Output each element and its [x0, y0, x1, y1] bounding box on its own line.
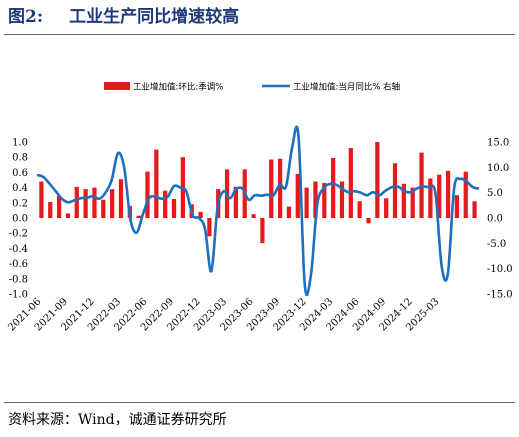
- y-left-tick-label: 0.8: [12, 153, 28, 164]
- bar: [313, 181, 318, 218]
- bar: [48, 202, 53, 218]
- y-right-tick-label: -15.0: [487, 290, 513, 301]
- bar: [207, 218, 212, 237]
- y-right-tick-label: 5.0: [487, 188, 503, 199]
- bar: [357, 201, 362, 218]
- y-left-tick-label: 0.4: [12, 183, 28, 194]
- bar: [331, 157, 336, 218]
- bar: [101, 199, 106, 218]
- bar: [304, 187, 309, 218]
- y-left-tick-label: -0.2: [9, 229, 28, 240]
- bar: [251, 214, 256, 218]
- bar: [56, 195, 62, 218]
- y-right-tick-label: 15.0: [487, 138, 509, 149]
- bar: [260, 218, 265, 244]
- y-left-tick-label: 0.2: [12, 198, 28, 209]
- y-left-tick-label: -1.0: [9, 290, 28, 301]
- y-left-tick-label: -0.4: [9, 244, 28, 255]
- legend-label-bar: 工业增加值:环比:季调%: [133, 82, 223, 93]
- y-right-tick-label: -5.0: [487, 239, 506, 250]
- bar: [154, 149, 159, 218]
- y-right-tick-label: 0.0: [487, 214, 503, 225]
- bar: [92, 187, 97, 218]
- bar: [39, 181, 44, 218]
- bar: [445, 170, 451, 218]
- bar: [136, 215, 141, 218]
- y-left-tick-label: 0.0: [12, 214, 28, 225]
- title-divider: [4, 34, 515, 35]
- bar: [366, 218, 371, 224]
- bar: [198, 211, 203, 218]
- figure-number: 图2:: [8, 7, 44, 27]
- bar: [83, 189, 88, 218]
- source-divider: [4, 402, 515, 403]
- legend-label-line: 工业增加值:当月同比% 右轴: [293, 82, 400, 93]
- y-right-tick-label: -10.0: [487, 264, 513, 275]
- bar: [118, 179, 124, 218]
- bar: [322, 183, 327, 218]
- bar: [454, 195, 460, 218]
- y-left-tick-label: -0.6: [9, 259, 28, 270]
- bar: [410, 187, 415, 218]
- bar: [419, 152, 424, 218]
- bar: [348, 148, 353, 218]
- bar: [110, 189, 115, 218]
- bar: [171, 199, 177, 218]
- bar: [375, 142, 380, 218]
- combo-chart: 工业增加值:环比:季调% 工业增加值:当月同比% 右轴 1.0 0.8 0.6 0.4 0.…: [6, 82, 513, 334]
- bar: [295, 173, 300, 218]
- source-note: 资料来源：Wind，诚通证券研究所: [8, 412, 227, 428]
- y-left-tick-label: -0.8: [9, 274, 28, 285]
- bar: [392, 163, 398, 218]
- legend-swatch-bar: [104, 82, 130, 90]
- figure-title-text: 工业生产同比增速较高: [69, 7, 240, 27]
- bar: [65, 213, 71, 218]
- bar: [339, 181, 345, 218]
- bar: [145, 171, 150, 218]
- bar: [163, 190, 168, 218]
- bar: [233, 186, 239, 218]
- figure-title: 图2: 工业生产同比增速较高: [8, 4, 239, 30]
- bar: [463, 171, 468, 218]
- y-left-tick-label: 1.0: [12, 138, 28, 149]
- bar: [74, 186, 79, 218]
- bar: [401, 183, 406, 218]
- bar: [269, 159, 274, 218]
- bar: [437, 174, 442, 218]
- yoy-line: [36, 125, 480, 297]
- bar: [286, 206, 292, 218]
- bar: [428, 178, 433, 218]
- bar: [384, 198, 389, 218]
- y-left-tick-label: 0.6: [12, 168, 28, 179]
- bar: [472, 201, 477, 218]
- y-right-tick-label: 10.0: [487, 163, 509, 174]
- bar: [277, 158, 283, 218]
